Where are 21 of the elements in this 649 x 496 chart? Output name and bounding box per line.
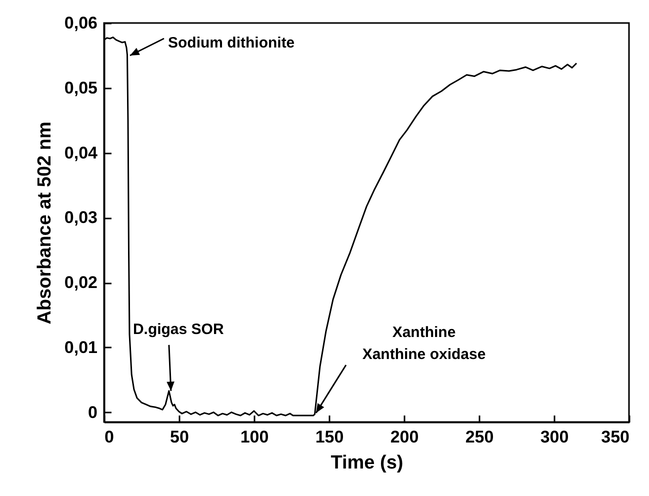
annotation: D.gigas SOR [132,320,224,338]
y-tick-label: 0,06 [64,14,98,32]
y-axis-title: Absorbance at 502 nm [34,122,56,324]
x-tick-label: 200 [390,428,419,446]
annotation: Sodium dithionite [168,34,295,52]
x-tick-label: 0 [104,428,114,446]
y-tick-label: 0,05 [64,78,98,98]
x-tick-label: 50 [170,428,189,446]
x-tick-label: 100 [240,428,269,446]
x-tick-label: 350 [601,428,630,446]
x-axis-title: Time (s) [330,452,404,474]
y-tick-label: 0,03 [64,208,98,228]
annotation: Xanthine [392,324,456,341]
y-tick-label: 0,02 [64,273,98,292]
y-tick-label: 0,04 [64,143,98,162]
y-tick-label: 0,01 [64,338,98,357]
x-tick-label: 300 [540,428,569,446]
annotation: Xanthine oxidase [362,346,486,363]
x-tick-label: 250 [465,428,494,446]
y-tick-label: 0 [88,402,98,422]
x-tick-label: 150 [315,428,344,446]
